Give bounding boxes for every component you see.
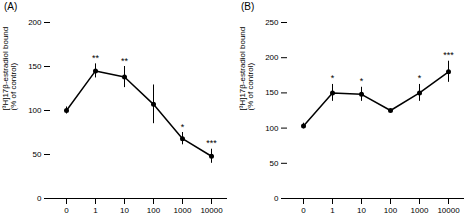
svg-text:150: 150 [265,88,279,97]
svg-text:50: 50 [270,159,279,168]
svg-text:10000: 10000 [437,206,460,215]
svg-text:***: *** [443,50,454,60]
svg-text:100: 100 [384,206,398,215]
svg-text:**: ** [92,53,100,63]
svg-text:0: 0 [301,206,306,215]
svg-text:1: 1 [330,206,335,215]
svg-text:*: * [181,122,185,132]
svg-text:200: 200 [28,18,42,27]
svg-text:*: * [360,76,364,86]
svg-text:10: 10 [357,206,366,215]
svg-text:10000: 10000 [200,206,223,215]
svg-text:150: 150 [28,62,42,71]
html-text:(A): (A) [4,1,18,12]
svg-text:0: 0 [64,206,69,215]
svg-text:**: ** [121,56,129,66]
svg-text:100: 100 [28,106,42,115]
html-text:(B): (B) [241,1,255,12]
svg-text:*: * [331,73,335,83]
svg-text:200: 200 [265,53,279,62]
svg-text:***: *** [206,138,217,148]
svg-text:1000: 1000 [411,206,429,215]
svg-text:100: 100 [265,124,279,133]
svg-text:0: 0 [37,194,42,203]
svg-text:[³H]17β-estradiol bound(% of c: [³H]17β-estradiol bound(% of control) [1,27,18,111]
svg-text:10: 10 [120,206,129,215]
svg-text:1: 1 [93,206,98,215]
svg-text:250: 250 [265,18,279,27]
svg-text:0: 0 [274,194,279,203]
svg-text:100: 100 [147,206,161,215]
svg-text:1000: 1000 [174,206,192,215]
svg-text:*: * [418,73,422,83]
svg-text:[³H]17β-estradiol bound(% of c: [³H]17β-estradiol bound(% of control) [238,27,255,111]
svg-text:50: 50 [33,150,42,159]
